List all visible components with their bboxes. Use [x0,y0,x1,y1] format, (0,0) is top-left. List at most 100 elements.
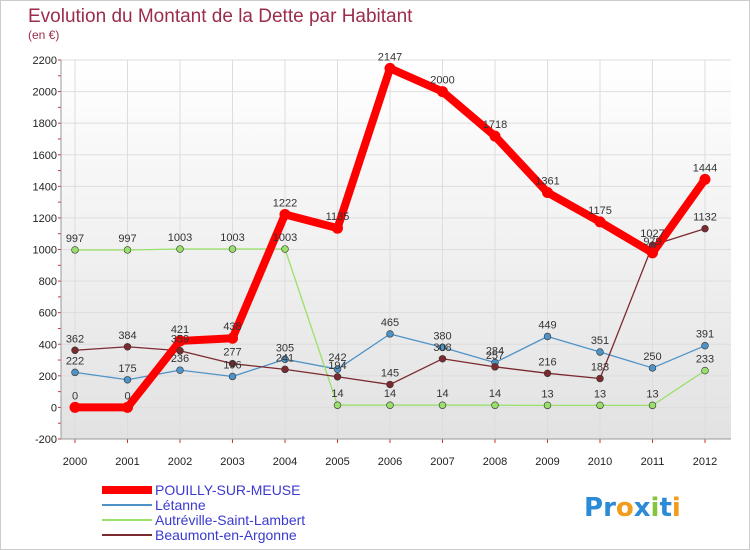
x-tick-label: 2000 [63,456,87,468]
y-tick-label: 1400 [33,181,57,193]
data-label: 1132 [693,212,717,224]
data-point [123,246,132,254]
data-label: 13 [594,388,606,400]
x-tick-label: 2010 [588,456,612,468]
data-label: 1003 [220,232,244,244]
x-tick-label: 2012 [693,456,717,468]
y-tick-label: 200 [39,371,57,383]
data-label: 14 [384,388,396,400]
data-label: 1003 [273,232,297,244]
data-point [123,376,132,384]
logo-letter: t [659,493,671,523]
y-tick-label: 2000 [33,87,57,99]
x-tick-label: 2004 [273,456,297,468]
y-tick-label: 1200 [33,213,57,225]
y-tick-label: 1000 [33,245,57,257]
data-label: 14 [331,388,343,400]
data-label: 216 [538,356,556,368]
legend-label: Beaumont-en-Argonne [155,527,297,543]
data-point [71,246,79,254]
logo-letter: i [672,493,681,523]
data-label: 384 [118,330,136,342]
data-label: 145 [381,368,399,380]
data-point [122,401,133,413]
data-point [699,173,711,185]
data-point [543,369,552,378]
data-point [596,401,604,410]
data-label: 1135 [326,211,350,223]
y-tick-label: 2200 [33,55,57,67]
data-point [386,330,394,338]
data-label: 979 [643,236,661,248]
data-point [542,186,553,198]
logo-letter: o [616,493,634,523]
data-point [438,401,447,409]
y-tick-label: 0 [51,402,57,414]
data-point [596,348,604,356]
data-label: 250 [643,351,661,363]
data-point [648,364,657,372]
data-point [281,355,289,363]
proxiti-logo: Proxiti [584,493,681,523]
data-point [701,224,709,233]
tick-labels: -200020040060080010001200140016001800200… [33,55,718,468]
data-label: 421 [171,324,189,336]
data-label: 1175 [588,205,612,217]
data-point [279,208,291,220]
data-label: 175 [118,363,136,375]
y-tick-label: 400 [39,339,57,351]
chart-subtitle: (en €) [28,28,59,42]
data-label: 2000 [430,75,454,87]
data-label: 277 [223,347,241,359]
data-label: 284 [486,346,504,358]
data-point [123,343,132,351]
data-label: 2147 [378,51,402,63]
data-label: 359 [171,334,189,346]
data-label: 1444 [693,162,717,174]
data-point [333,401,342,409]
x-tick-label: 2001 [115,456,139,468]
data-label: 1222 [273,197,297,209]
data-label: 14 [436,388,448,400]
data-label: 305 [276,342,294,354]
x-tick-label: 2005 [325,456,349,468]
data-label: 351 [591,335,609,347]
data-label: 1027 [640,228,664,240]
data-label: 997 [118,233,136,245]
chart-title: Evolution du Montant de la Dette par Hab… [28,6,413,27]
data-point [438,343,447,352]
x-tick-label: 2008 [483,456,507,468]
x-tick-label: 2003 [220,456,244,468]
data-point [69,401,81,413]
x-tick-label: 2007 [430,456,454,468]
data-point [594,216,606,228]
data-label: 438 [223,321,241,333]
legend-label: Létanne [155,497,206,513]
logo-letter: r [603,493,616,523]
logo-letter: P [584,493,603,523]
data-point [489,130,501,142]
data-point [333,365,342,373]
data-point [228,359,237,368]
data-label: 1718 [483,119,507,131]
data-point [437,86,448,98]
series-points [69,62,711,413]
data-label: 0 [72,390,78,402]
data-point [176,245,184,253]
data-point [176,366,184,374]
data-label: 0 [124,390,130,402]
data-label: 465 [381,317,399,329]
data-label: 308 [433,342,451,354]
data-label: 13 [541,388,553,400]
data-point [174,335,186,347]
data-label: 194 [328,360,346,372]
logo-letter: i [651,493,660,523]
data-label: 257 [486,350,504,362]
data-point [71,368,79,377]
data-point [384,62,396,74]
data-point [281,245,289,253]
data-label: 391 [696,329,714,341]
legend: POUILLY-SUR-MEUSELétanneAutréville-Saint… [102,482,305,543]
axes [58,59,731,443]
